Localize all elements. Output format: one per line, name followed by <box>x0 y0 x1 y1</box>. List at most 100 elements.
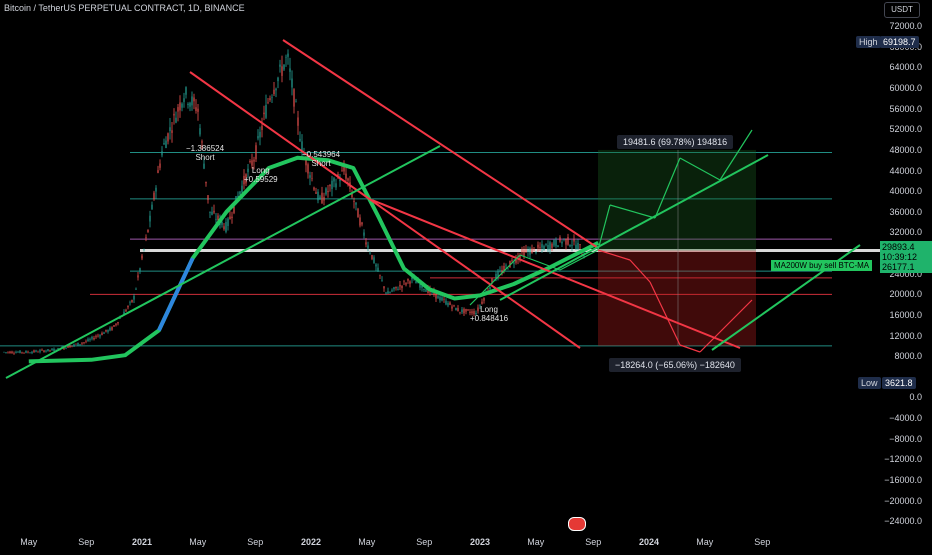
candle-body <box>473 310 475 315</box>
candle-body <box>499 270 501 272</box>
candle-body <box>227 218 229 226</box>
time-tick: May <box>696 537 714 547</box>
candle-body <box>275 88 277 91</box>
candle-body <box>321 192 323 204</box>
currency-selector[interactable]: USDT <box>884 2 920 18</box>
projection-arrow <box>559 249 599 271</box>
candle-body <box>69 345 71 348</box>
trade-annotation-long-2: Long +0.848416 <box>470 305 509 323</box>
candle-body <box>189 102 191 107</box>
candle-body <box>455 307 457 311</box>
projection-arrow <box>609 204 656 219</box>
candle-body <box>495 274 497 279</box>
candle-body <box>107 329 109 332</box>
candle-body <box>293 89 295 107</box>
candle-body <box>259 131 261 138</box>
candle-body <box>181 103 183 108</box>
candle-body <box>15 352 17 354</box>
candle-body <box>13 352 15 354</box>
projection-arrow <box>519 254 561 271</box>
candle-body <box>555 239 557 247</box>
candle-body <box>309 175 311 178</box>
candle-body <box>289 68 291 72</box>
price-tick: 40000.0 <box>889 186 922 197</box>
candle-body <box>375 264 377 267</box>
candle-body <box>491 278 493 284</box>
candle-body <box>89 339 91 340</box>
candle-body <box>35 350 37 352</box>
candle-body <box>53 348 55 351</box>
ma-price-tag: 26177.1 <box>880 261 932 273</box>
projection-arrow <box>597 249 631 261</box>
candle-body <box>205 181 207 184</box>
candle-body <box>307 164 309 174</box>
price-tick: 56000.0 <box>889 103 922 114</box>
candle-body <box>441 297 443 301</box>
candle-body <box>303 153 305 155</box>
candle-body <box>511 260 513 261</box>
candle-body <box>47 349 49 352</box>
candle-body <box>71 345 73 347</box>
candle-body <box>323 196 325 201</box>
candle-body <box>223 226 225 230</box>
tradingview-logo-icon[interactable] <box>568 517 586 531</box>
candle-body <box>183 98 185 102</box>
candle-body <box>63 347 65 350</box>
candle-body <box>139 268 141 271</box>
candle-body <box>523 250 525 257</box>
price-tick: 8000.0 <box>894 351 922 362</box>
candle-body <box>155 187 157 192</box>
candle-body <box>173 113 175 116</box>
candle-body <box>109 327 111 331</box>
candle-body <box>201 141 203 143</box>
candle-body <box>527 250 529 252</box>
candle-body <box>325 188 327 195</box>
candle-body <box>233 205 235 213</box>
candle-body <box>231 216 233 219</box>
candle-body <box>151 204 153 210</box>
candle-body <box>185 87 187 95</box>
price-tick: 32000.0 <box>889 227 922 238</box>
candle-body <box>383 286 385 289</box>
time-tick: Sep <box>754 537 771 547</box>
price-tick: 52000.0 <box>889 124 922 135</box>
time-tick: Sep <box>416 537 433 547</box>
high-label: High <box>856 36 881 48</box>
candle-body <box>391 290 393 292</box>
candle-body <box>445 300 447 305</box>
candle-body <box>305 157 307 166</box>
candle-body <box>407 278 409 281</box>
trade-annotation-short-1: −1.386524 Short <box>186 144 225 162</box>
candle-body <box>453 305 455 306</box>
projection-arrow <box>679 344 701 353</box>
candle-body <box>355 202 357 205</box>
price-tick: −8000.0 <box>889 433 922 444</box>
candle-body <box>251 160 253 166</box>
candle-body <box>471 311 473 314</box>
candle-body <box>117 322 119 324</box>
candle-body <box>255 145 257 160</box>
candle-body <box>119 318 121 319</box>
candle-body <box>19 350 21 353</box>
candle-body <box>513 263 515 264</box>
candle-body <box>165 140 167 149</box>
countdown-tag: 10:39:12 <box>880 251 932 263</box>
candle-body <box>581 254 583 255</box>
candle-body <box>541 244 543 248</box>
candle-body <box>535 252 537 253</box>
candle-body <box>57 348 59 349</box>
candle-body <box>531 248 533 254</box>
projection-arrow <box>597 204 611 251</box>
candle-body <box>357 208 359 218</box>
candle-body <box>127 305 129 308</box>
price-tick: −4000.0 <box>889 413 922 424</box>
candle-body <box>37 351 39 353</box>
price-tick: 64000.0 <box>889 62 922 73</box>
candle-body <box>133 296 135 300</box>
candle-body <box>51 348 53 351</box>
candle-body <box>425 289 427 292</box>
candle-body <box>409 281 411 284</box>
price-tick: −24000.0 <box>884 516 922 527</box>
